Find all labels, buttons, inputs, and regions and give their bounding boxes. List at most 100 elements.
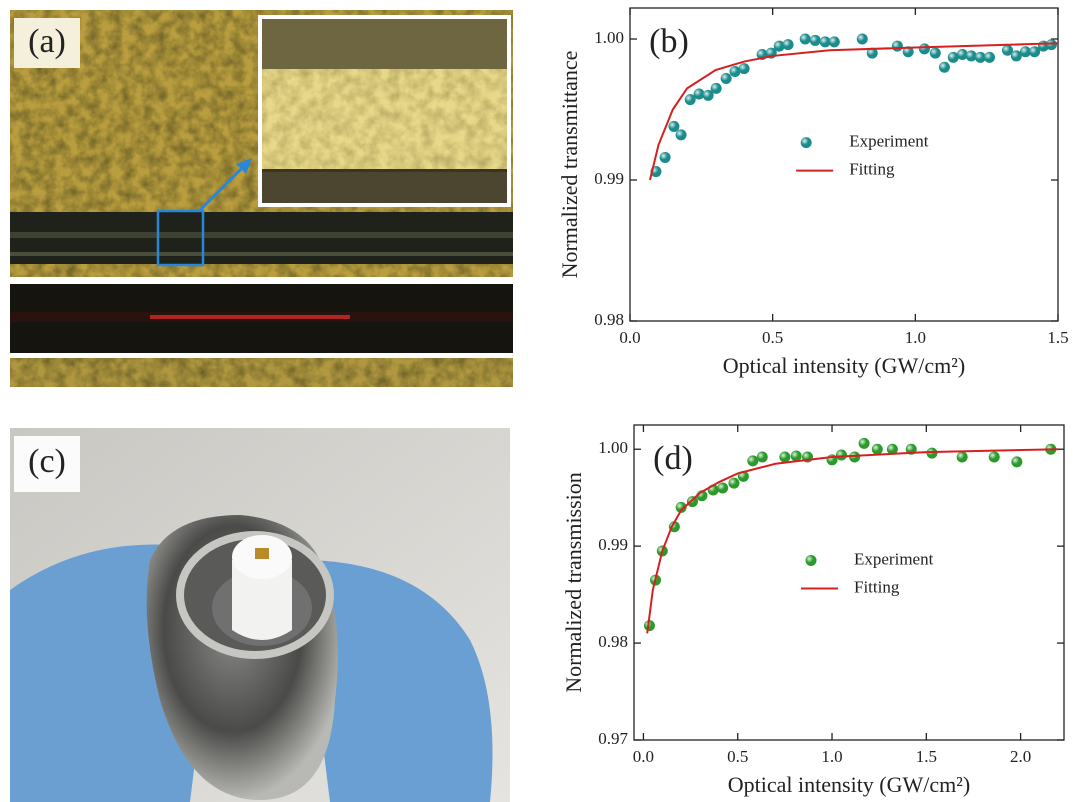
y-tick-label: 0.98 [598, 632, 628, 651]
data-point [684, 94, 696, 106]
marker-shine [988, 451, 1000, 463]
data-point [756, 451, 768, 463]
marker-shine [747, 455, 759, 467]
marker-shine [738, 63, 750, 75]
data-point [871, 443, 883, 455]
marker-shine [720, 72, 732, 84]
marker-shine [1029, 46, 1041, 58]
panel-label-box [642, 22, 696, 64]
y-axis-title: Normalized transmittance [557, 51, 582, 279]
data-point [947, 51, 959, 63]
data-point [1010, 50, 1022, 62]
marker-shine [675, 129, 687, 141]
x-tick-label: 2.0 [1010, 747, 1031, 766]
y-tick-label: 1.00 [598, 438, 628, 457]
marker-shine [686, 496, 698, 508]
data-point [675, 501, 687, 513]
data-point [659, 151, 671, 163]
marker-shine [809, 34, 821, 46]
data-point [686, 496, 698, 508]
marker-shine [956, 451, 968, 463]
data-point [858, 437, 870, 449]
data-point [835, 449, 847, 461]
data-point [702, 89, 714, 101]
marker-shine [938, 61, 950, 73]
data-point [886, 443, 898, 455]
x-axis-title: Optical intensity (GW/cm²) [723, 353, 965, 378]
data-point [729, 65, 741, 77]
marker-shine [965, 50, 977, 62]
data-point [720, 72, 732, 84]
data-point [693, 88, 705, 100]
marker-shine [729, 65, 741, 77]
marker-shine [956, 49, 968, 61]
data-point [929, 47, 941, 59]
plot-frame [633, 424, 1065, 741]
legend-label: Experiment [849, 131, 929, 150]
y-tick-label: 0.98 [594, 310, 624, 329]
data-point [799, 33, 811, 45]
data-point [974, 51, 986, 63]
marker-shine [1010, 50, 1022, 62]
data-point [1001, 44, 1013, 56]
marker-shine [702, 89, 714, 101]
y-axis-title: Normalized transmission [561, 472, 586, 693]
panel-label: (d) [653, 440, 693, 477]
data-point [809, 34, 821, 46]
x-tick-label: 0.0 [619, 328, 640, 347]
marker-shine [1045, 39, 1057, 51]
marker-shine [659, 151, 671, 163]
marker-shine [858, 437, 870, 449]
marker-shine [866, 47, 878, 59]
panel-label: (a) [28, 23, 66, 60]
y-tick-label: 0.99 [594, 169, 624, 188]
data-point [1045, 39, 1057, 51]
data-point [828, 36, 840, 48]
y-tick-label: 0.97 [598, 729, 628, 748]
data-point [773, 40, 785, 52]
marker-shine [929, 47, 941, 59]
data-point [1019, 46, 1031, 58]
data-point [675, 129, 687, 141]
marker-shine [773, 40, 785, 52]
data-point [717, 482, 729, 494]
marker-shine [779, 451, 791, 463]
marker-shine [984, 51, 996, 63]
x-tick-label: 0.5 [727, 747, 748, 766]
data-point [738, 63, 750, 75]
data-point [956, 49, 968, 61]
data-point [891, 40, 903, 52]
marker-shine [926, 447, 938, 459]
legend-label: Experiment [854, 549, 934, 568]
data-point [965, 50, 977, 62]
data-point [866, 47, 878, 59]
marker-shine [693, 88, 705, 100]
data-point [988, 451, 1000, 463]
x-tick-label: 1.5 [916, 747, 937, 766]
x-tick-label: 1.0 [905, 328, 926, 347]
marker-shine [886, 443, 898, 455]
data-point [819, 36, 831, 48]
data-point [856, 33, 868, 45]
photo-a [10, 10, 513, 387]
data-point [728, 477, 740, 489]
marker-shine [947, 51, 959, 63]
marker-shine [728, 477, 740, 489]
plot-frame [629, 7, 1059, 322]
data-point [643, 620, 655, 632]
marker-shine [835, 449, 847, 461]
marker-shine [918, 43, 930, 55]
marker-shine [974, 51, 986, 63]
legend-marker-shine [805, 554, 817, 566]
marker-shine [871, 443, 883, 455]
data-point [984, 51, 996, 63]
marker-shine [782, 39, 794, 51]
marker-shine [710, 82, 722, 94]
data-point [747, 455, 759, 467]
marker-shine [1011, 456, 1023, 468]
marker-shine [756, 451, 768, 463]
data-point [902, 46, 914, 58]
marker-shine [717, 482, 729, 494]
x-axis-title: Optical intensity (GW/cm²) [728, 772, 970, 797]
marker-shine [790, 450, 802, 462]
